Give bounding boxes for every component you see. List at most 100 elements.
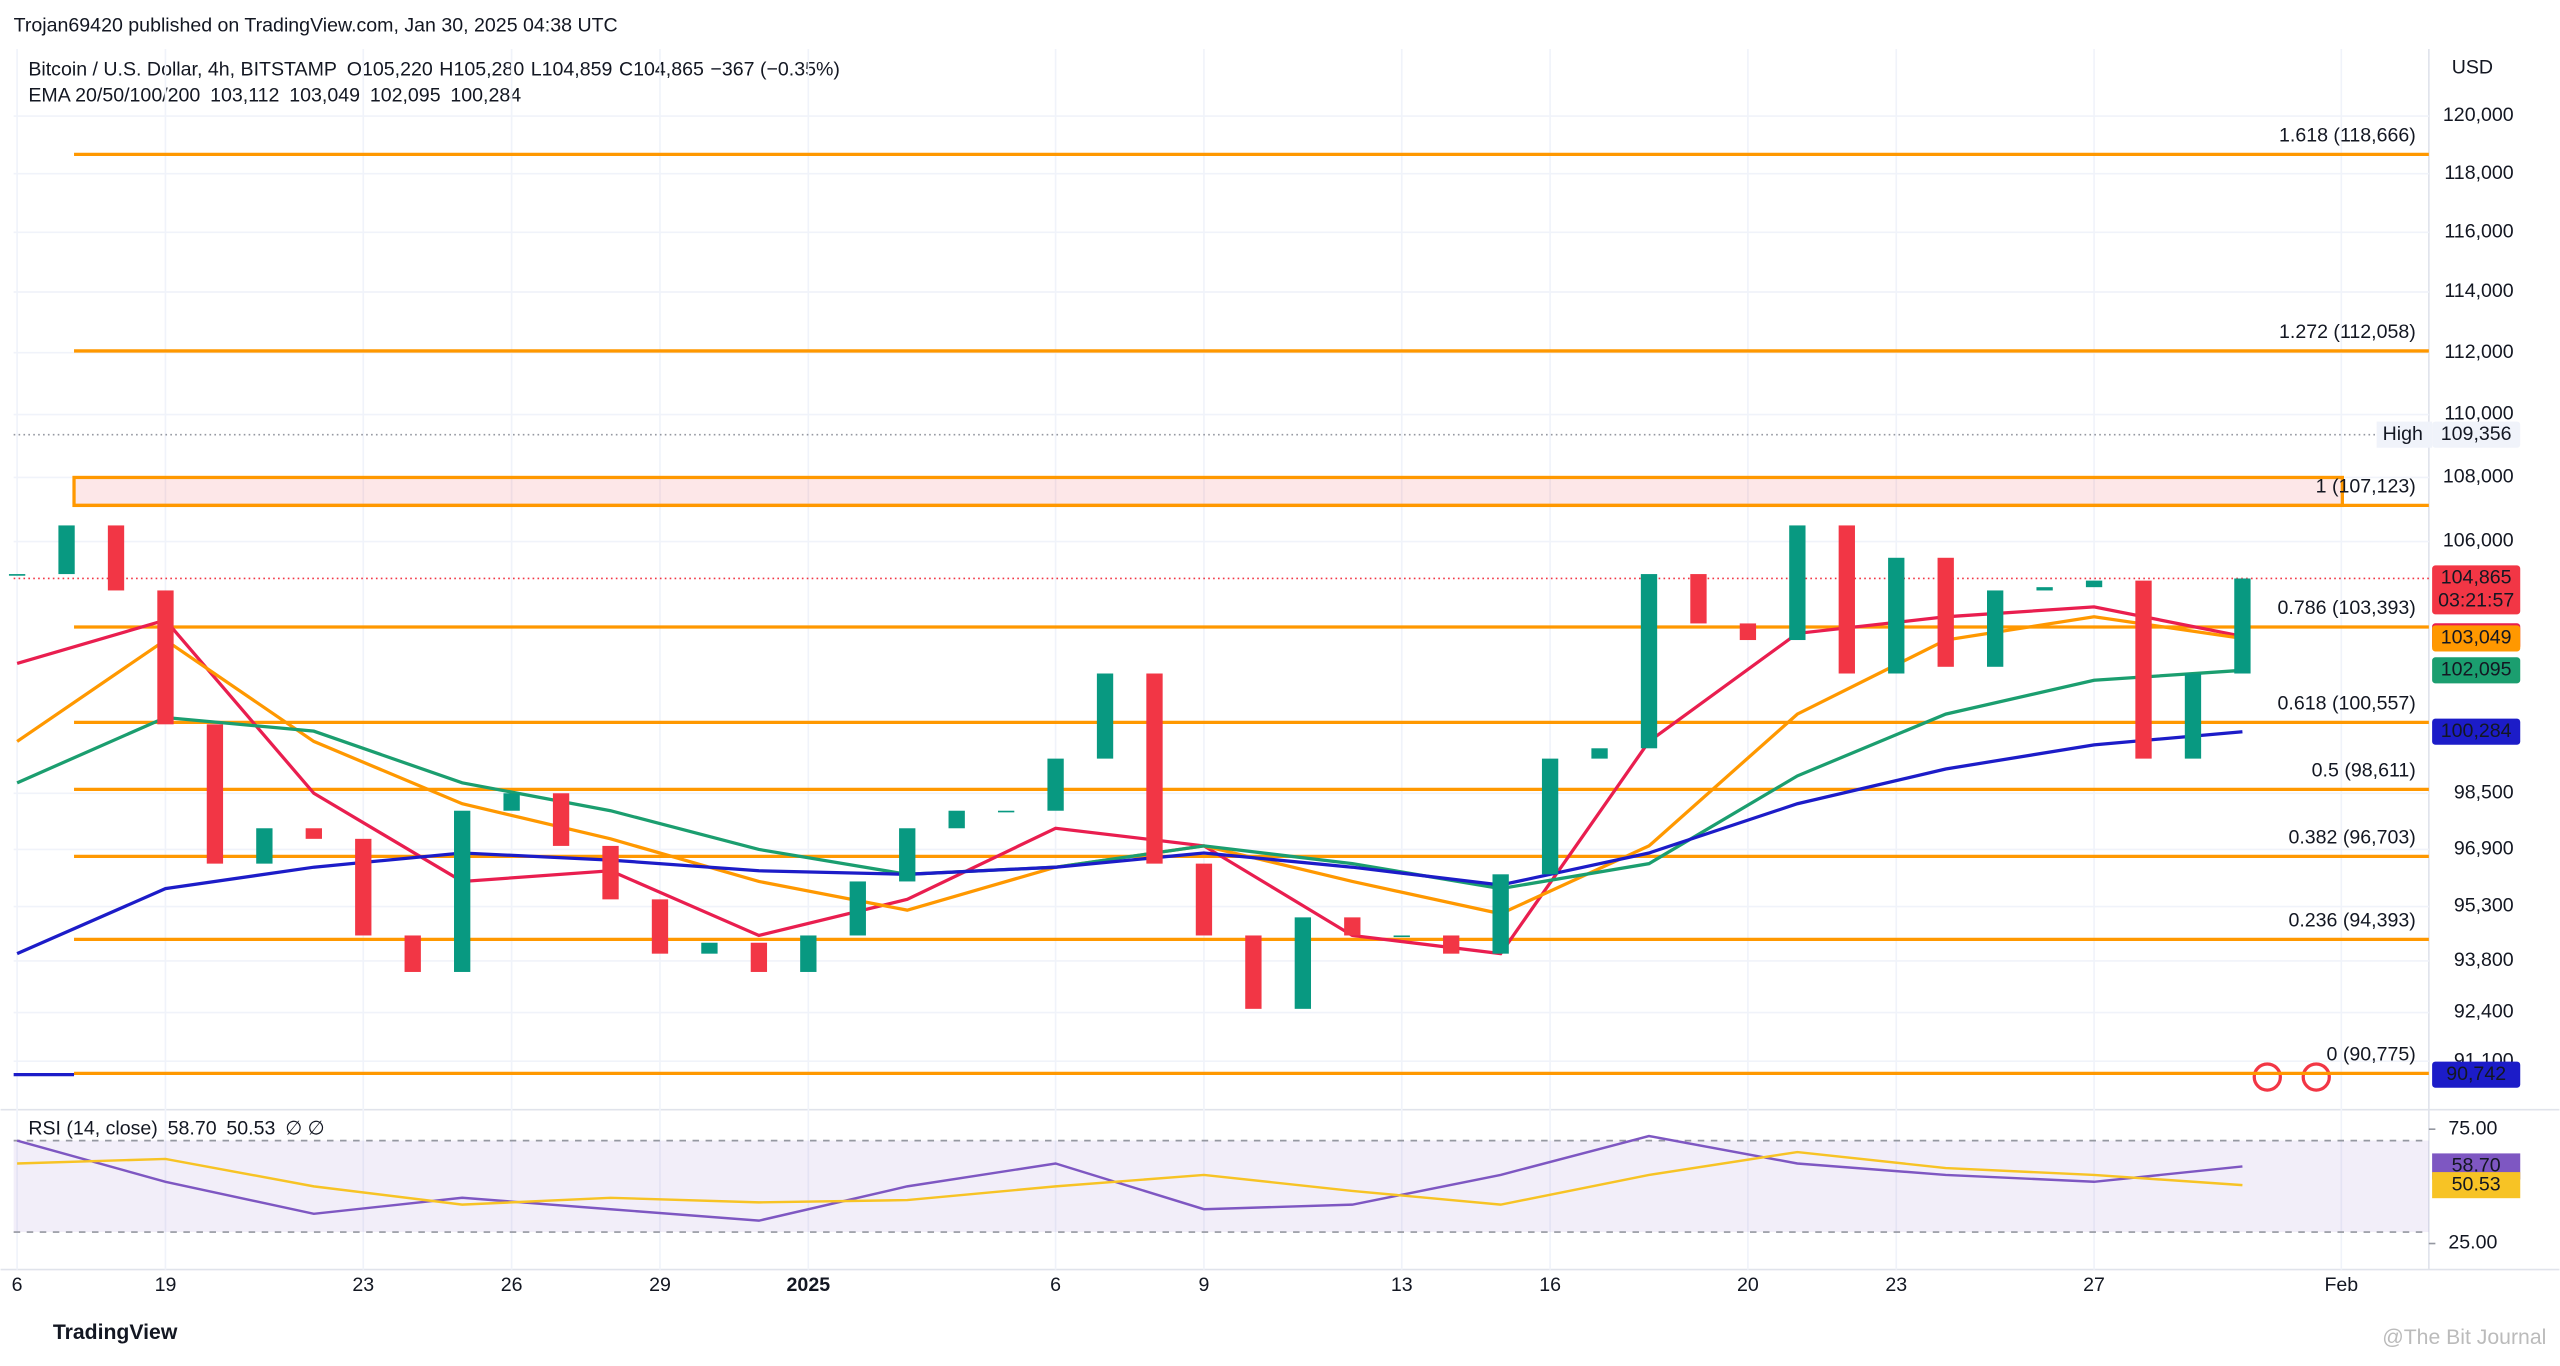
ohlc-value: 105,280 (453, 58, 524, 80)
ema-badge: 100,284 (2441, 720, 2512, 742)
rsi-value: 58.70 (168, 1117, 217, 1139)
y-tick-label: 93,800 (2454, 949, 2514, 971)
candle (800, 935, 817, 972)
fib-label: 1.618 (118,666) (2279, 125, 2416, 147)
ema-line (16, 730, 2243, 956)
candle (899, 828, 916, 882)
last-price-bg (2432, 565, 2521, 615)
candle (1838, 525, 1855, 674)
candle (849, 881, 866, 936)
y-tick-label: 95,300 (2454, 895, 2514, 917)
y-tick-label: 96,900 (2454, 838, 2514, 860)
candle (651, 899, 669, 954)
y-tick-label: 92,400 (2454, 1001, 2514, 1023)
rsi-band (13, 1140, 2429, 1233)
x-tick-label: 23 (1885, 1274, 1907, 1296)
ohlc-value: 104,865 (633, 58, 704, 80)
candle (454, 810, 471, 972)
event-icon[interactable] (2301, 1062, 2331, 1092)
high-tag-bg (2376, 421, 2433, 448)
candle (1541, 758, 1559, 875)
candle (157, 590, 174, 725)
y-tick-label: 110,000 (2444, 403, 2513, 425)
candle (2135, 580, 2152, 759)
candle (750, 942, 768, 972)
x-tick-label: Feb (2324, 1274, 2358, 1296)
x-tick-label: 6 (1050, 1274, 1061, 1296)
candle (1789, 525, 1806, 641)
y-tick-label: 98,500 (2454, 781, 2514, 803)
ema-value: 103,049 (289, 84, 360, 106)
candle (1294, 917, 1312, 1009)
rsi-title: RSI (14, close) (28, 1117, 157, 1139)
candle (1492, 874, 1509, 954)
rsi-value: 50.53 (226, 1117, 275, 1139)
candle (2184, 673, 2202, 759)
x-tick-label: 23 (352, 1274, 374, 1296)
candle (948, 810, 965, 829)
rsi-extra: ∅ ∅ (285, 1117, 325, 1139)
candle (503, 793, 520, 811)
ema-badge: 103,049 (2441, 627, 2512, 649)
rsi-line (17, 1150, 2243, 1206)
brand: TradingView (53, 1321, 178, 1344)
ohlc-key: L (531, 58, 542, 80)
x-tick-label: 20 (1737, 1274, 1759, 1296)
high-value: 109,356 (2441, 423, 2512, 445)
fib-label: 0.5 (98,611) (2312, 760, 2416, 782)
x-tick-label: 19 (155, 1274, 177, 1296)
x-tick-label: 13 (1391, 1274, 1413, 1296)
candle (305, 828, 322, 839)
candle (8, 574, 26, 576)
indicator: EMA 20/50/100/200 (28, 84, 200, 106)
rsi-tick-label: 75.00 (2448, 1117, 2497, 1139)
y-tick-label: 116,000 (2444, 221, 2513, 243)
candle (1987, 590, 2004, 667)
ema-value: 100,284 (450, 84, 521, 106)
low-badge: 90,742 (2446, 1063, 2506, 1085)
high-tag: High (2383, 423, 2423, 445)
fib-label: 0.382 (96,703) (2288, 827, 2415, 849)
rsi-badge-bg (2432, 1172, 2521, 1199)
countdown: 03:21:57 (2438, 590, 2514, 612)
x-tick-label: 27 (2083, 1274, 2105, 1296)
x-tick-label: 16 (1539, 1274, 1561, 1296)
candle (1393, 935, 1410, 938)
candle (58, 525, 75, 575)
candle (997, 810, 1015, 813)
ema-value: 102,095 (370, 84, 441, 106)
event-icon[interactable] (2252, 1062, 2282, 1092)
rsi-line (16, 1134, 2243, 1222)
candle (1739, 623, 1757, 641)
rsi-tick-label: 25.00 (2448, 1232, 2497, 1254)
candle (206, 724, 224, 864)
candle (701, 942, 718, 954)
ema-badge: 102,095 (2441, 658, 2512, 680)
candle (1096, 673, 1114, 759)
watermark: @The Bit Journal (2382, 1326, 2546, 1349)
fib-label: 0 (90,775) (2327, 1044, 2416, 1066)
fib-label: 0.786 (103,393) (2278, 597, 2416, 619)
y-tick-label: 112,000 (2444, 341, 2513, 363)
candle (1690, 574, 1707, 624)
ema-badge-bg (2432, 718, 2521, 745)
y-tick-label: 108,000 (2443, 466, 2514, 488)
candle (1146, 673, 1163, 864)
x-tick-label: 6 (12, 1274, 23, 1296)
candle (1888, 557, 1905, 674)
ema-line (16, 605, 2243, 956)
candle (404, 935, 421, 972)
ema-value: 103,112 (210, 84, 279, 106)
fib-label: 1 (107,123) (2316, 476, 2416, 498)
fib-zone (72, 475, 2344, 508)
last-price: 104,865 (2441, 567, 2512, 589)
currency[interactable]: USD (2452, 57, 2493, 79)
fib-label: 0.236 (94,393) (2288, 910, 2415, 932)
candle (2036, 587, 2053, 591)
ohlc-value: 104,859 (542, 58, 613, 80)
ema-badge-bg (2432, 625, 2521, 652)
candle (1640, 574, 1658, 749)
ohlc-key: C (619, 58, 633, 80)
candle (1591, 748, 1608, 759)
